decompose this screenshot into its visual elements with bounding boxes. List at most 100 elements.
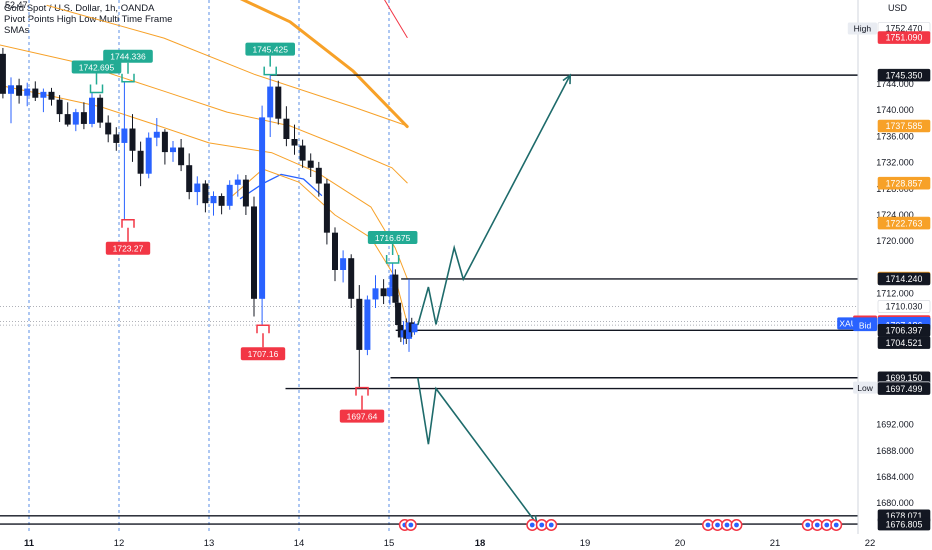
economic-event-icon[interactable] [545, 519, 558, 531]
candle-body[interactable] [113, 134, 120, 143]
candle-body[interactable] [251, 206, 257, 299]
candle-body[interactable] [137, 150, 144, 174]
time-tick-label: 13 [204, 538, 215, 549]
candle-body[interactable] [202, 183, 209, 204]
time-tick-label: 21 [770, 538, 781, 549]
price-tag[interactable]: 1728.857 [877, 176, 931, 190]
economic-event-icon[interactable] [721, 519, 733, 531]
candle-body[interactable] [24, 88, 31, 96]
candle-body[interactable] [307, 160, 314, 168]
price-tag-label: 1699.150 [886, 373, 923, 383]
pivot-low-marker[interactable]: 1723.27 [105, 219, 151, 255]
indicator-smas-label[interactable]: SMAs [4, 25, 30, 36]
candle-body[interactable] [315, 167, 322, 184]
pivot-high-marker[interactable]: 1745.425 [245, 42, 295, 76]
price-tag[interactable]: 1751.090 [877, 31, 931, 44]
pivot-low-marker[interactable]: 1707.16 [240, 324, 286, 361]
candle-body[interactable] [40, 91, 47, 98]
candle-body[interactable] [170, 147, 176, 153]
candle-body[interactable] [259, 117, 266, 299]
candle-body[interactable] [411, 323, 418, 333]
pivot-high-marker[interactable]: 1716.675 [367, 230, 418, 264]
side-tag-box [853, 381, 877, 394]
candle-body[interactable] [48, 91, 55, 100]
price-tick-label: 1684.000 [876, 472, 914, 482]
pivot-label: 1742.695 [79, 62, 115, 72]
price-tag-label: 1752.470 [886, 24, 923, 34]
candle-body[interactable] [121, 128, 128, 143]
candle-body[interactable] [161, 131, 168, 153]
candle-body[interactable] [299, 145, 306, 161]
candle-body[interactable] [395, 302, 402, 326]
projection-bullish-path[interactable] [417, 74, 571, 326]
pivot-high-marker[interactable]: 1742.695 [71, 60, 122, 94]
candle-body[interactable] [218, 195, 225, 206]
sma-slow-line [46, 4, 408, 127]
pivot-label: 1707.16 [248, 349, 279, 359]
economic-event-icon[interactable] [404, 519, 417, 531]
candle-body[interactable] [364, 299, 371, 350]
economic-event-icon[interactable] [830, 519, 843, 531]
event-flag-core [824, 522, 830, 528]
candle-body[interactable] [97, 97, 104, 123]
candle-body[interactable] [80, 112, 87, 124]
candle-body[interactable] [178, 147, 185, 166]
price-tag[interactable]: 1737.585 [877, 119, 931, 133]
candle-body[interactable] [348, 258, 355, 299]
candle-body[interactable] [64, 114, 71, 125]
candle-body[interactable] [380, 288, 387, 297]
candle-body[interactable] [392, 274, 399, 303]
candle-body[interactable] [145, 137, 152, 174]
projection-bearish-path[interactable] [417, 377, 538, 525]
pivot-label: 1745.425 [252, 44, 288, 54]
candle-body[interactable] [283, 118, 290, 139]
price-tag[interactable]: 1710.030 [877, 300, 931, 313]
candle-body[interactable] [186, 165, 193, 193]
price-tag-label: 1697.499 [886, 384, 923, 394]
candle-body[interactable] [194, 183, 201, 193]
price-tag-label: 1706.397 [886, 325, 923, 335]
candle-body[interactable] [275, 86, 282, 119]
candle-body[interactable] [340, 258, 347, 270]
candle-body[interactable] [153, 131, 160, 138]
pivot-label-box [245, 42, 295, 56]
candle-body[interactable] [16, 85, 23, 96]
candle-body[interactable] [356, 298, 363, 350]
economic-event-icon[interactable] [730, 519, 743, 531]
candle-body[interactable] [242, 179, 249, 207]
price-axis[interactable]: USD 1744.000 1740.000 1736.000 1732.000 1728… [837, 0, 932, 534]
candle-body[interactable] [267, 86, 274, 118]
candle-body[interactable] [56, 99, 63, 115]
event-flag-core [833, 522, 839, 528]
candle-body[interactable] [89, 97, 95, 124]
time-axis[interactable]: 11 12 13 14 15 18 19 20 21 22 [0, 534, 932, 550]
price-tag[interactable]: 1704.521 [877, 336, 931, 349]
price-tag[interactable]: 1697.499 [877, 382, 931, 395]
candle-body[interactable] [72, 112, 79, 125]
sma-layer [0, 0, 409, 324]
candle-body[interactable] [386, 287, 393, 297]
candle-body[interactable] [323, 183, 330, 233]
pivot-low-marker[interactable]: 1697.64 [339, 386, 385, 423]
price-tag[interactable]: 1676.805 [877, 517, 931, 531]
candle-body[interactable] [8, 85, 14, 94]
candle-body[interactable] [332, 232, 338, 270]
candle-body[interactable] [291, 138, 298, 146]
candle-body[interactable] [234, 179, 241, 185]
indicator-pivots-label[interactable]: Pivot Points High Low Multi Time Frame [4, 14, 173, 25]
pivot-high-marker[interactable]: 1744.336 [103, 49, 153, 83]
economic-event-icon[interactable] [801, 519, 814, 531]
chart-title[interactable]: Gold Spot / U.S. Dollar, 1h, OANDA [4, 3, 155, 14]
candle-body[interactable] [105, 122, 112, 135]
price-tag[interactable]: 1722.763 [877, 216, 931, 230]
price-tag[interactable]: 1706.397 [877, 323, 931, 337]
price-tag[interactable]: 1714.240 [877, 272, 931, 286]
candle-body[interactable] [226, 184, 233, 206]
candle-body[interactable] [210, 195, 217, 204]
price-tag[interactable]: 1745.350 [877, 68, 931, 82]
candle-body[interactable] [32, 88, 39, 98]
candle-body[interactable] [129, 128, 136, 151]
candle-body[interactable] [372, 288, 379, 300]
candle-body[interactable] [0, 53, 6, 94]
